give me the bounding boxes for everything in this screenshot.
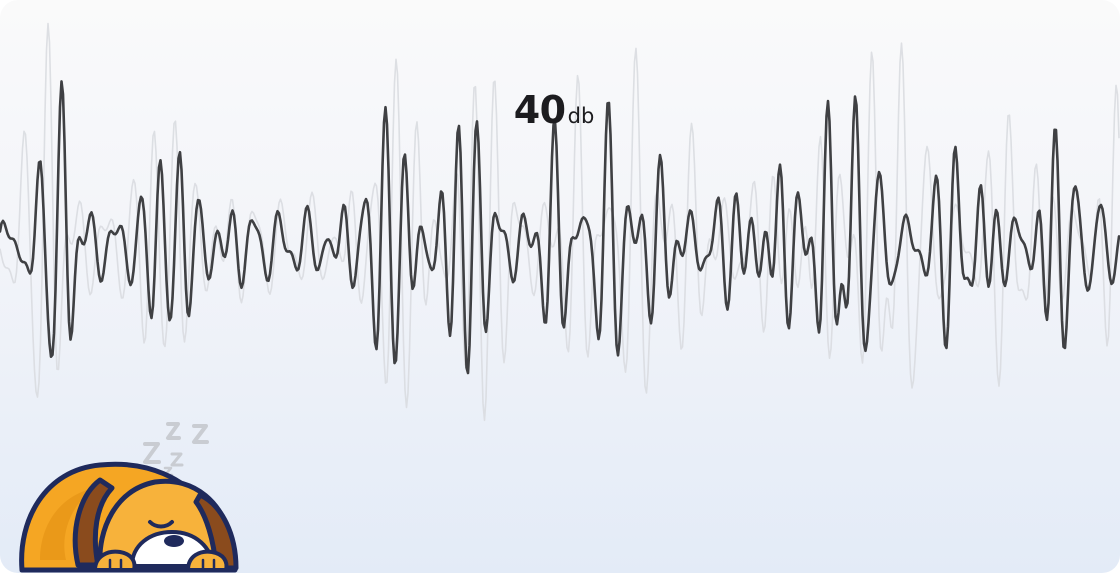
sound-level-value: 40 — [513, 88, 566, 132]
waveform-line — [0, 80, 1120, 375]
zzz-icon — [143, 422, 209, 477]
sound-level-unit: db — [567, 104, 595, 128]
sleeping-dog-icon — [19, 422, 239, 573]
sound-level-readout: 40db — [0, 88, 1120, 132]
